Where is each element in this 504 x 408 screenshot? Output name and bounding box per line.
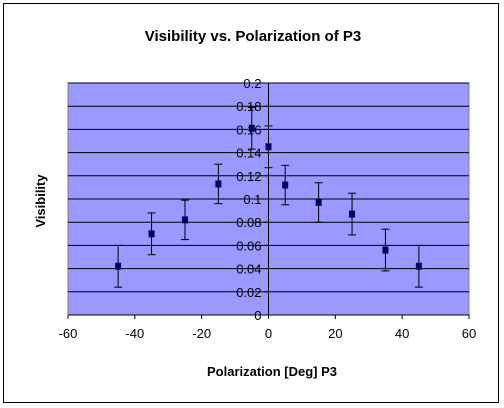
- data-point: [147, 212, 156, 256]
- y-axis-label: Visibility: [33, 174, 48, 228]
- data-point: [114, 244, 123, 288]
- x-tick-label: -60: [59, 326, 78, 341]
- y-tick-label: 0.1: [243, 192, 261, 207]
- data-marker: [148, 230, 155, 238]
- data-point: [247, 106, 256, 150]
- data-marker: [315, 198, 322, 206]
- data-marker: [265, 143, 272, 151]
- x-tick-label: -40: [125, 326, 144, 341]
- y-tick-label: 0.06: [236, 238, 261, 253]
- chart-frame: Visibility vs. Polarization of P3 0 0.02 0…: [3, 3, 499, 403]
- x-tick-label: 0: [265, 326, 272, 341]
- data-marker: [415, 262, 422, 270]
- y-tick-label: 0.16: [236, 122, 261, 137]
- x-tick-label: 20: [328, 326, 342, 341]
- data-point: [180, 199, 189, 241]
- data-point: [264, 125, 273, 169]
- y-tick-label: 0.02: [236, 285, 261, 300]
- y-tick-label: 0.18: [236, 99, 261, 114]
- data-marker: [282, 181, 289, 189]
- data-series: [114, 106, 423, 288]
- axes: [67, 82, 470, 319]
- x-tick-label: 40: [395, 326, 409, 341]
- y-tick-label: 0: [254, 308, 261, 323]
- chart-title: Visibility vs. Polarization of P3: [145, 28, 361, 45]
- data-marker: [248, 124, 255, 132]
- tick-labels: 0 0.02 0.04 0.06 0.08 0.1 0.12 0.14 0.16 0.18 0.2 -…: [59, 76, 477, 341]
- data-point: [214, 163, 223, 205]
- data-point: [314, 182, 323, 223]
- y-tick-label: 0.14: [236, 146, 261, 161]
- scatter-chart: Visibility vs. Polarization of P3 00.020…: [33, 28, 477, 379]
- y-tick-label: 0.08: [236, 215, 261, 230]
- x-tick-label: 60: [462, 326, 476, 341]
- data-marker: [349, 210, 356, 218]
- data-marker: [115, 262, 122, 270]
- data-point: [381, 228, 390, 272]
- y-tick-label: 0.12: [236, 169, 261, 184]
- data-marker: [382, 246, 389, 254]
- data-marker: [215, 180, 222, 188]
- x-tick-label: -20: [192, 326, 211, 341]
- y-tick-label: 0.2: [243, 76, 261, 91]
- data-point: [281, 164, 290, 206]
- data-marker: [181, 216, 188, 224]
- x-axis-label: Polarization [Deg] P3: [207, 364, 337, 379]
- y-tick-label: 0.04: [236, 262, 261, 277]
- data-point: [414, 244, 423, 288]
- data-point: [348, 192, 357, 236]
